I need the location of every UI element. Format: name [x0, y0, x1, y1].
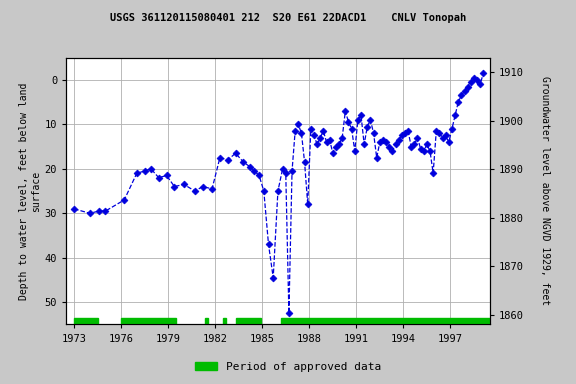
Bar [236, 318, 261, 329]
Bar [223, 318, 226, 329]
Bar [121, 318, 176, 329]
Bar [74, 318, 97, 329]
Bar [205, 318, 208, 329]
Y-axis label: Groundwater level above NGVD 1929, feet: Groundwater level above NGVD 1929, feet [540, 76, 550, 306]
Text: USGS 361120115080401 212  S20 E61 22DACD1    CNLV Tonopah: USGS 361120115080401 212 S20 E61 22DACD1… [110, 13, 466, 23]
Y-axis label: Depth to water level, feet below land
surface: Depth to water level, feet below land su… [19, 82, 40, 300]
Legend: Period of approved data: Period of approved data [191, 358, 385, 377]
Bar [281, 318, 490, 329]
